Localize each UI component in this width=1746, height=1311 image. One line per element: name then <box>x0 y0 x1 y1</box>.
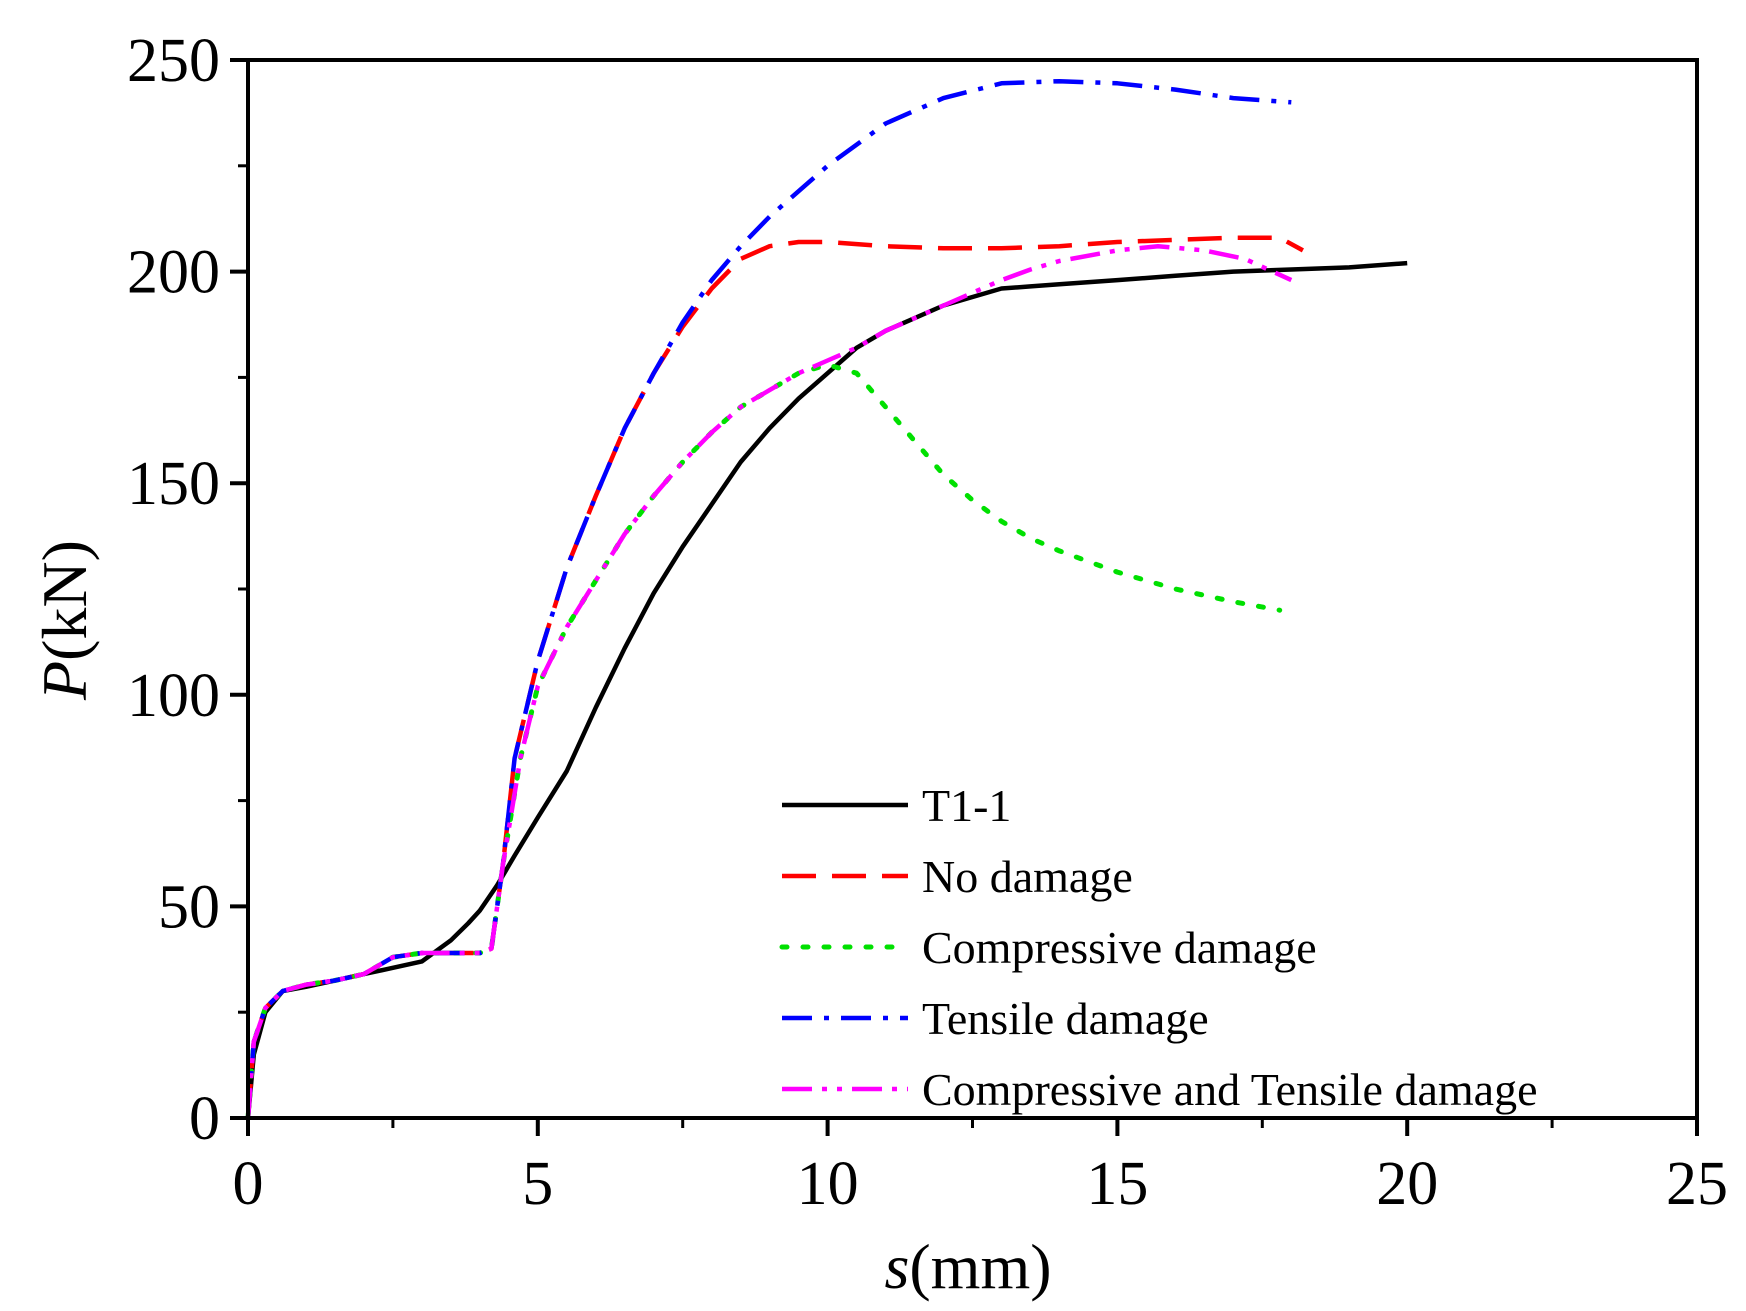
y-axis-title: P(kN) <box>29 540 100 701</box>
legend-label-0: T1-1 <box>922 780 1011 831</box>
series-line-1 <box>245 235 1304 1119</box>
x-tick-label-0: 0 <box>233 1150 264 1218</box>
x-tick-label-3: 15 <box>1086 1150 1148 1218</box>
legend: T1-1 No damage Compressive damage Tensile d… <box>779 780 1538 1115</box>
y-tick-label-4: 200 <box>127 239 220 307</box>
y-tick-label-3: 150 <box>127 450 220 518</box>
legend-label-1: No damage <box>922 851 1133 902</box>
x-axis-unit: (mm) <box>909 1231 1051 1302</box>
x-axis-symbol: s <box>884 1231 909 1302</box>
series-layer <box>245 78 1408 1121</box>
y-axis-symbol: P <box>29 661 100 701</box>
x-axis-title: s(mm) <box>884 1231 1051 1302</box>
y-axis-unit: (kN) <box>29 540 100 661</box>
x-tick-label-2: 10 <box>797 1150 859 1218</box>
y-tick-label-2: 100 <box>127 662 220 730</box>
x-tick-label-4: 20 <box>1376 1150 1438 1218</box>
series-line-4 <box>245 243 1293 1119</box>
series-line-0 <box>245 260 1408 1119</box>
legend-label-3: Tensile damage <box>922 993 1209 1044</box>
legend-label-4: Compressive and Tensile damage <box>922 1064 1538 1115</box>
y-tick-label-1: 50 <box>158 873 220 941</box>
legend-label-2: Compressive damage <box>922 922 1317 973</box>
ticks-layer <box>230 58 1699 1136</box>
y-tick-label-5: 250 <box>127 27 220 95</box>
x-tick-label-5: 25 <box>1666 1150 1728 1218</box>
x-tick-label-1: 5 <box>522 1150 553 1218</box>
y-tick-label-0: 0 <box>189 1085 220 1153</box>
